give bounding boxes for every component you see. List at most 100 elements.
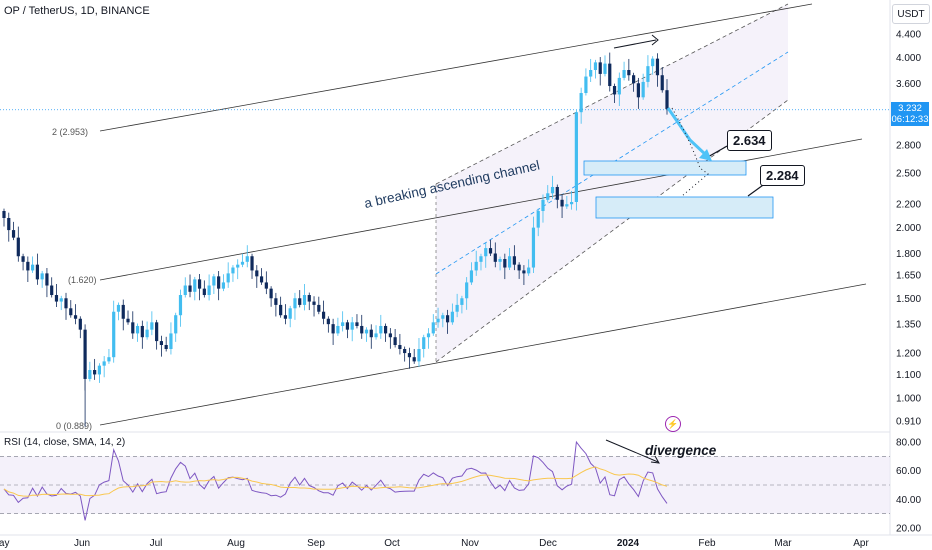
candle-body [2, 211, 6, 218]
candle-body [126, 318, 130, 323]
candle-body [302, 295, 307, 305]
rsi-ma-line [3, 466, 668, 497]
candle-body [193, 279, 197, 292]
candle-body [298, 298, 302, 305]
date-axis-label: Jun [74, 538, 90, 549]
target-zone-1 [583, 160, 747, 176]
candle-body [665, 90, 669, 110]
divergence-annotation[interactable]: divergence [645, 443, 717, 458]
candle-body [145, 329, 149, 338]
candle-body [355, 322, 359, 326]
candle-body [383, 325, 388, 334]
candle-body [64, 298, 68, 309]
candle-body [474, 261, 478, 271]
price-axis-label: 2.000 [896, 223, 921, 234]
currency-button[interactable]: USDT [892, 4, 930, 24]
last-price-tag: 3.232 06:12:33 [891, 102, 929, 126]
candle-body [35, 264, 39, 280]
candle-body [264, 282, 268, 289]
price-axis-label: 1.200 [896, 349, 921, 360]
rsi-line [3, 440, 668, 521]
candle-body [479, 256, 483, 262]
target-callout-1[interactable]: 2.634 [727, 130, 772, 151]
fib-level-label: 0 (0.889) [56, 421, 92, 431]
rsi-axis-label: 40.00 [896, 495, 921, 506]
date-axis-label: May [0, 538, 9, 549]
candle-body [245, 256, 249, 262]
candle-body [460, 298, 464, 305]
candle-body [331, 324, 335, 334]
candle-body [498, 259, 502, 262]
candle-body [288, 308, 292, 319]
candle-body [102, 361, 106, 366]
candle-body [50, 285, 54, 296]
date-axis-label: Mar [774, 538, 792, 549]
candle-body [226, 273, 230, 283]
date-axis-label: Nov [461, 538, 479, 549]
symbol-title: OP / TetherUS, 1D, BINANCE [4, 5, 150, 17]
last-price-value: 3.232 [898, 103, 922, 114]
rsi-divergence-line [605, 439, 659, 463]
price-axis-label: 2.800 [896, 140, 921, 151]
candle-body [174, 315, 178, 334]
candle-body [536, 211, 540, 228]
price-axis-label: 4.400 [896, 30, 921, 41]
candle-body [88, 370, 92, 379]
candle-body [522, 270, 526, 274]
lightning-bolt-icon[interactable]: ⚡ [665, 416, 681, 432]
candle-body [660, 75, 664, 91]
fib-channel-top [99, 3, 813, 132]
price-axis-label: 1.650 [896, 270, 921, 281]
candle-body [274, 298, 278, 305]
candle-body [507, 256, 512, 268]
candle-body [11, 230, 16, 238]
candle-body [150, 322, 154, 330]
candle-body [97, 365, 101, 375]
candle-body [131, 322, 135, 334]
candle-body [283, 315, 288, 319]
candle-body [622, 70, 626, 78]
candle-body [93, 370, 97, 375]
candle-body [374, 333, 378, 338]
candle-body [178, 295, 183, 316]
candle-body [655, 58, 660, 76]
rsi-axis-label: 80.00 [896, 438, 921, 449]
candle-body [465, 282, 469, 299]
candle-body [317, 304, 321, 312]
candle-body [417, 349, 421, 362]
candle-body [388, 333, 392, 338]
candle-body [646, 66, 650, 82]
candle-body [312, 301, 316, 305]
candle-body [40, 273, 44, 280]
candle-body [527, 267, 531, 274]
candle-body [550, 186, 555, 194]
rsi-panel-title[interactable]: RSI (14, close, SMA, 14, 2) [4, 437, 126, 448]
candle-body [188, 285, 192, 292]
price-axis-label: 3.600 [896, 79, 921, 90]
candle-body [221, 282, 226, 289]
candle-body [236, 264, 240, 268]
candle-body [164, 345, 168, 350]
candle-body [217, 276, 221, 289]
candle-body [641, 81, 645, 98]
candle-body [369, 329, 373, 338]
target-callout-2[interactable]: 2.284 [760, 165, 805, 186]
bar-countdown: 06:12:33 [891, 114, 929, 125]
price-axis-label: 0.910 [896, 417, 921, 428]
fib-channel-bottom [99, 283, 867, 426]
candle-body [212, 276, 216, 286]
candle-body [612, 86, 617, 95]
candle-body [140, 325, 144, 338]
rsi-divergence-arrowhead [650, 455, 660, 464]
candle-body [560, 199, 564, 207]
price-divergence-arrowhead [651, 34, 659, 46]
date-axis-label: Apr [853, 538, 869, 549]
candle-body [651, 58, 655, 67]
candle-body [240, 261, 245, 265]
candle-body [21, 256, 25, 262]
candle-body [579, 93, 583, 113]
candle-body [16, 237, 20, 257]
candle-body [403, 349, 407, 354]
price-axis-label: 1.800 [896, 249, 921, 260]
